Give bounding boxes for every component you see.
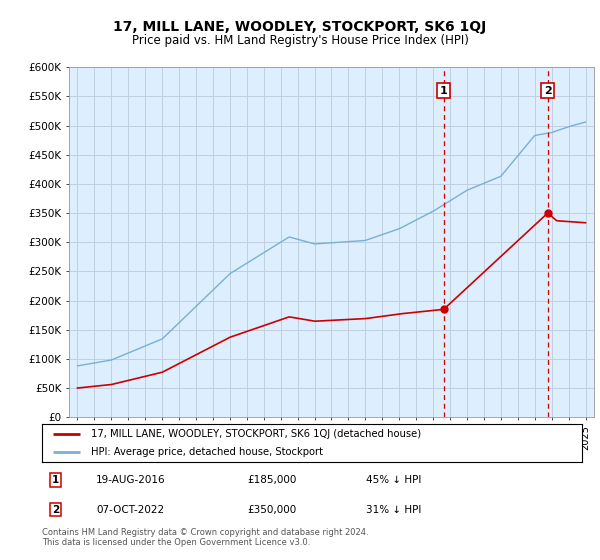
Text: Price paid vs. HM Land Registry's House Price Index (HPI): Price paid vs. HM Land Registry's House … [131, 34, 469, 46]
Text: £185,000: £185,000 [247, 475, 296, 485]
Text: 19-AUG-2016: 19-AUG-2016 [96, 475, 166, 485]
Text: 07-OCT-2022: 07-OCT-2022 [96, 505, 164, 515]
Text: Contains HM Land Registry data © Crown copyright and database right 2024.
This d: Contains HM Land Registry data © Crown c… [42, 528, 368, 547]
Text: 2: 2 [52, 505, 59, 515]
Text: 17, MILL LANE, WOODLEY, STOCKPORT, SK6 1QJ (detached house): 17, MILL LANE, WOODLEY, STOCKPORT, SK6 1… [91, 429, 421, 439]
Text: £350,000: £350,000 [247, 505, 296, 515]
Text: 1: 1 [52, 475, 59, 485]
Text: 2: 2 [544, 86, 551, 96]
Text: 1: 1 [440, 86, 448, 96]
Text: 45% ↓ HPI: 45% ↓ HPI [366, 475, 421, 485]
Text: HPI: Average price, detached house, Stockport: HPI: Average price, detached house, Stoc… [91, 447, 323, 457]
Text: 17, MILL LANE, WOODLEY, STOCKPORT, SK6 1QJ: 17, MILL LANE, WOODLEY, STOCKPORT, SK6 1… [113, 20, 487, 34]
Text: 31% ↓ HPI: 31% ↓ HPI [366, 505, 421, 515]
